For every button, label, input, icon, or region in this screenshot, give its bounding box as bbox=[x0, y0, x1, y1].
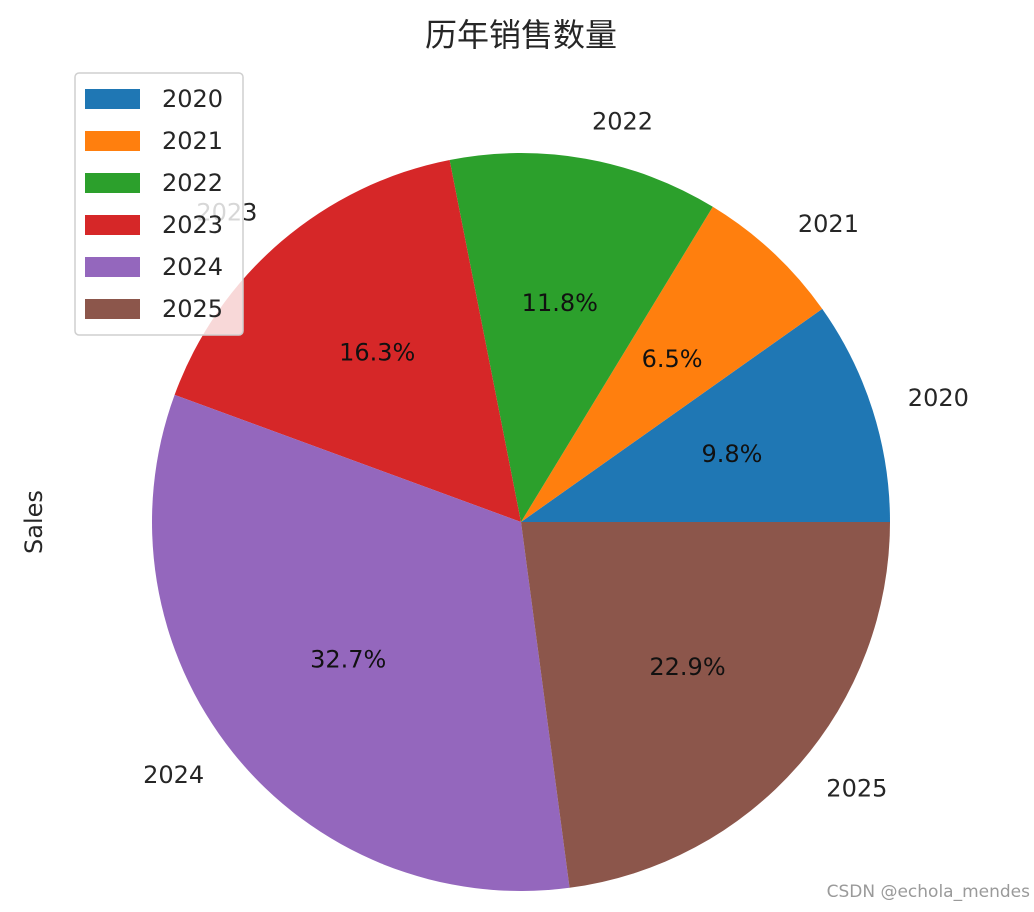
pie-slice-labels: 2020 2021 2022 2023 2024 2025 bbox=[143, 107, 969, 802]
legend-label-2024: 2024 bbox=[162, 253, 223, 281]
pct-label-2022: 11.8% bbox=[522, 289, 598, 317]
slice-label-2022: 2022 bbox=[592, 107, 653, 135]
legend-swatch-2022 bbox=[85, 173, 140, 193]
slice-label-2021: 2021 bbox=[798, 210, 859, 238]
legend-label-2025: 2025 bbox=[162, 295, 223, 323]
pie-slice-2023 bbox=[174, 159, 522, 523]
pie-slice-2021 bbox=[521, 206, 823, 522]
legend-label-2023: 2023 bbox=[162, 211, 223, 239]
slice-label-2025: 2025 bbox=[826, 775, 887, 803]
pct-label-2025: 22.9% bbox=[649, 653, 725, 681]
legend-swatch-2025 bbox=[85, 299, 140, 319]
pct-label-2021: 6.5% bbox=[642, 345, 703, 373]
legend-swatch-2023 bbox=[85, 215, 140, 235]
pie-slice-2025 bbox=[521, 522, 890, 888]
pie-percentage-labels: 9.8% 6.5% 11.8% 16.3% 32.7% 22.9% bbox=[310, 289, 762, 681]
slice-label-2024: 2024 bbox=[143, 761, 204, 789]
pct-label-2020: 9.8% bbox=[702, 440, 763, 468]
pct-label-2023: 16.3% bbox=[339, 339, 415, 367]
legend-swatch-2024 bbox=[85, 257, 140, 277]
legend: 2020 2021 2022 2023 2024 2025 bbox=[74, 72, 244, 336]
pie-slice-2024 bbox=[152, 394, 570, 891]
legend-label-2020: 2020 bbox=[162, 85, 223, 113]
pct-label-2024: 32.7% bbox=[310, 645, 386, 673]
pie-slice-2022 bbox=[449, 153, 713, 522]
legend-label-2021: 2021 bbox=[162, 127, 223, 155]
chart-title: 历年销售数量 bbox=[425, 16, 617, 54]
legend-label-2022: 2022 bbox=[162, 169, 223, 197]
pie-slice-2020 bbox=[521, 308, 890, 522]
watermark-text: CSDN @echola_mendes bbox=[827, 882, 1031, 902]
slice-label-2020: 2020 bbox=[908, 384, 969, 412]
legend-swatch-2020 bbox=[85, 89, 140, 109]
pie-slices bbox=[152, 153, 890, 891]
y-axis-label: Sales bbox=[20, 490, 48, 554]
legend-swatch-2021 bbox=[85, 131, 140, 151]
